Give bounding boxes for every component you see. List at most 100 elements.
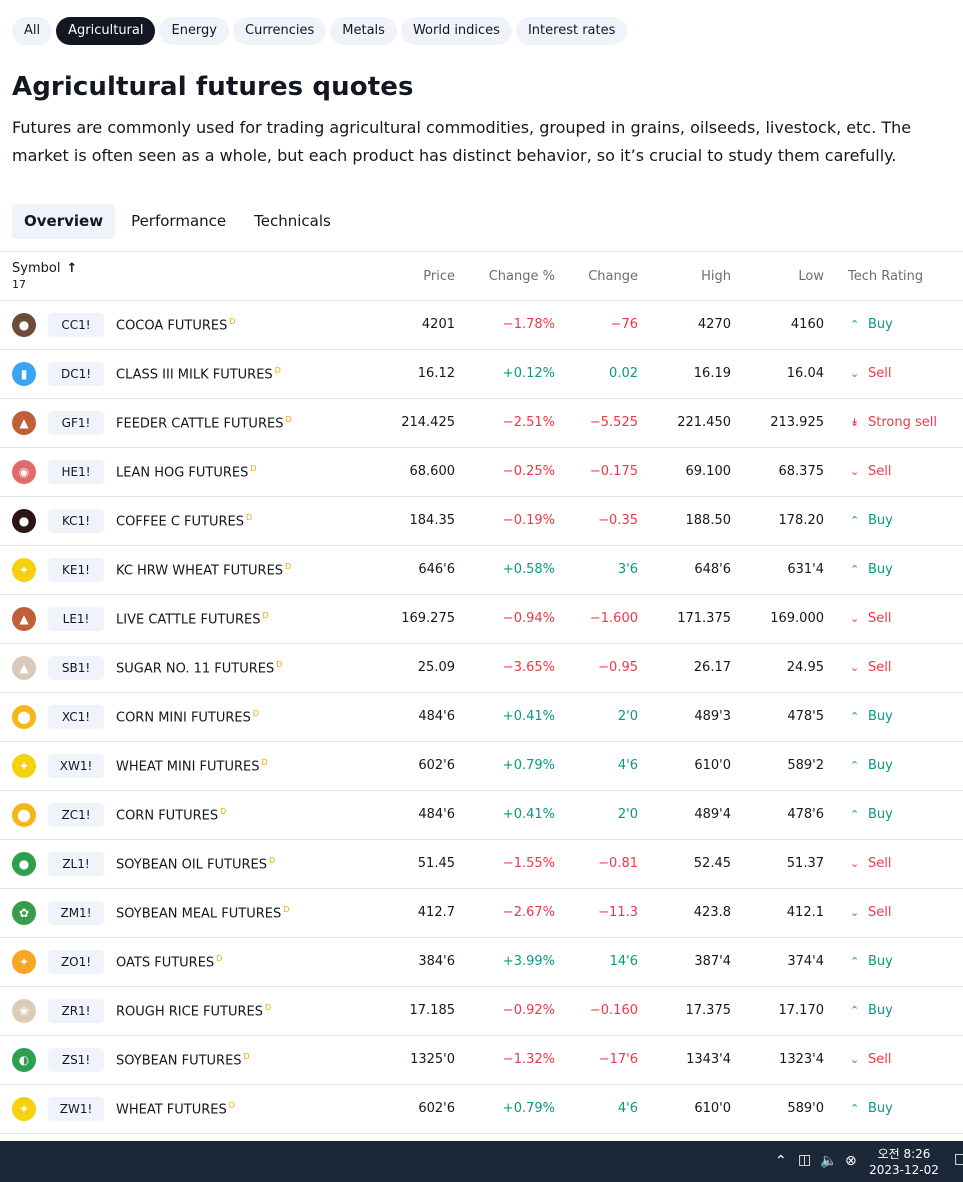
table-row[interactable]: ✦ ZO1! OATS FUTURES D 384'6 +3.99% 14'6 387'4 37… [0,938,963,987]
instrument-name[interactable]: SUGAR NO. 11 FUTURES D [116,660,282,676]
clock-date[interactable]: 2023-12-02 [869,1163,939,1177]
change-value: −17'6 [598,1052,638,1067]
ticker-badge[interactable]: ZM1! [48,901,104,925]
instrument-name[interactable]: FEEDER CATTLE FUTURES D [116,415,292,431]
filter-pill-all[interactable]: All [12,17,53,45]
table-row[interactable]: ◐ ZS1! SOYBEAN FUTURES D 1325'0 −1.32% −17'6 13… [0,1036,963,1085]
table-row[interactable]: ▲ LE1! LIVE CATTLE FUTURES D 169.275 −0.94% −1… [0,595,963,644]
table-row[interactable]: ❀ ZR1! ROUGH RICE FUTURES D 17.185 −0.92% −0.1… [0,987,963,1036]
instrument-name[interactable]: WHEAT FUTURES D [116,1101,235,1117]
ticker-badge[interactable]: XW1! [48,754,104,778]
instrument-name[interactable]: OATS FUTURES D [116,954,222,970]
low-value: 213.925 [770,415,824,430]
filter-pill-agricultural[interactable]: Agricultural [56,17,156,45]
ticker-badge[interactable]: ZL1! [48,852,104,876]
table-row[interactable]: ▮ DC1! CLASS III MILK FUTURES D 16.12 +0.12% 0… [0,350,963,399]
instrument-name[interactable]: SOYBEAN MEAL FUTURES D [116,905,289,921]
filter-pill-world-indices[interactable]: World indices [400,17,512,45]
volume-icon[interactable]: 🔈 [820,1153,838,1169]
ticker-badge[interactable]: KE1! [48,558,104,582]
ticker-badge[interactable]: GF1! [48,411,104,435]
instrument-name[interactable]: SOYBEAN FUTURES D [116,1052,250,1068]
tab-overview[interactable]: Overview [12,204,116,239]
tech-rating: ⌃ Buy [850,709,893,724]
instrument-name[interactable]: WHEAT MINI FUTURES D [116,758,268,774]
filter-pill-metals[interactable]: Metals [330,17,397,45]
price-value: 646'6 [418,562,455,577]
price-column-header[interactable]: Price [423,269,455,284]
clock-time[interactable]: 오전 8:26 [877,1147,931,1161]
change-pct-value: +0.79% [502,758,555,773]
filter-pill-currencies[interactable]: Currencies [233,17,327,45]
delayed-badge: D [245,513,253,522]
high-value: 1343'4 [686,1052,731,1067]
table-row[interactable]: ▲ SB1! SUGAR NO. 11 FUTURES D 25.09 −3.65% −0.… [0,644,963,693]
ticker-badge[interactable]: LE1! [48,607,104,631]
ticker-badge[interactable]: DC1! [48,362,104,386]
table-row[interactable]: ● KC1! COFFEE C FUTURES D 184.35 −0.19% −0.35 1… [0,497,963,546]
network-icon[interactable]: ◫ [798,1152,812,1168]
table-row[interactable]: ⬤ XC1! CORN MINI FUTURES D 484'6 +0.41% 2'0 489… [0,693,963,742]
table-row[interactable]: ✦ KE1! KC HRW WHEAT FUTURES D 646'6 +0.58% 3'6… [0,546,963,595]
instrument-name[interactable]: ROUGH RICE FUTURES D [116,1003,271,1019]
close-circle-icon[interactable]: ⊗ [845,1153,857,1169]
price-value: 214.425 [401,415,455,430]
change-column-header[interactable]: Change [588,269,638,284]
ticker-badge[interactable]: ZW1! [48,1097,104,1121]
change-pct-value: +0.41% [502,807,555,822]
page-description: Futures are commonly used for trading ag… [12,118,912,165]
tab-performance[interactable]: Performance [131,212,227,230]
ticker-badge[interactable]: ZC1! [48,803,104,827]
chevron-down-icon: ⌄ [850,857,860,870]
notification-icon[interactable]: □ [954,1151,963,1167]
ticker-badge[interactable]: HE1! [48,460,104,484]
instrument-name[interactable]: COCOA FUTURES D [116,317,236,333]
high-column-header[interactable]: High [701,269,731,284]
ticker-badge[interactable]: KC1! [48,509,104,533]
ticker-badge[interactable]: ZS1! [48,1048,104,1072]
table-row[interactable]: ◉ HE1! LEAN HOG FUTURES D 68.600 −0.25% −0.175… [0,448,963,497]
table-row[interactable]: ✿ ZM1! SOYBEAN MEAL FUTURES D 412.7 −2.67% −11… [0,889,963,938]
instrument-name[interactable]: CLASS III MILK FUTURES D [116,366,281,382]
symbol-column-header[interactable]: Symbol ↑ [12,261,77,276]
table-row[interactable]: ● ZL1! SOYBEAN OIL FUTURES D 51.45 −1.55% −0.8… [0,840,963,889]
instrument-name[interactable]: COFFEE C FUTURES D [116,513,252,529]
instrument-name[interactable]: LEAN HOG FUTURES D [116,464,257,480]
filter-pill-interest-rates[interactable]: Interest rates [515,17,628,45]
tech-rating: ⌃ Buy [850,513,893,528]
ticker-badge[interactable]: ZO1! [48,950,104,974]
instrument-name[interactable]: SOYBEAN OIL FUTURES D [116,856,275,872]
change-pct-value: +0.41% [502,709,555,724]
ticker-badge[interactable]: CC1! [48,313,104,337]
tech-rating-column-header[interactable]: Tech Rating [848,269,924,284]
instrument-name[interactable]: LIVE CATTLE FUTURES D [116,611,269,627]
ticker-badge[interactable]: SB1! [48,656,104,680]
view-tabs: Overview Performance Technicals [12,204,343,239]
change-value: 14'6 [609,954,638,969]
change-pct-value: +0.58% [502,562,555,577]
change-pct-value: −2.51% [502,415,555,430]
chevron-up-icon: ⌃ [850,710,860,723]
change-pct-column-header[interactable]: Change % [488,269,555,284]
table-row[interactable]: ⬤ ZC1! CORN FUTURES D 484'6 +0.41% 2'0 489'4 478… [0,791,963,840]
chevron-up-icon[interactable]: ⌃ [775,1153,787,1169]
filter-pill-energy[interactable]: Energy [159,17,229,45]
ticker-badge[interactable]: XC1! [48,705,104,729]
low-column-header[interactable]: Low [798,269,824,284]
low-value: 4160 [790,317,824,332]
table-row[interactable]: ● CC1! COCOA FUTURES D 4201 −1.78% −76 4270 4160… [0,301,963,350]
table-row[interactable]: ✦ ZW1! WHEAT FUTURES D 602'6 +0.79% 4'6 610'0 58… [0,1085,963,1134]
tech-rating-label: Buy [868,954,893,969]
instrument-name[interactable]: KC HRW WHEAT FUTURES D [116,562,291,578]
instrument-name-label: COFFEE C FUTURES [116,514,244,530]
tech-rating-label: Buy [868,807,893,822]
table-row[interactable]: ✦ XW1! WHEAT MINI FUTURES D 602'6 +0.79% 4'6 61… [0,742,963,791]
ticker-badge[interactable]: ZR1! [48,999,104,1023]
instrument-name[interactable]: CORN MINI FUTURES D [116,709,259,725]
instrument-name[interactable]: CORN FUTURES D [116,807,226,823]
table-row[interactable]: ▲ GF1! FEEDER CATTLE FUTURES D 214.425 −2.51%… [0,399,963,448]
tech-rating-label: Buy [868,562,893,577]
tab-technicals[interactable]: Technicals [254,212,331,230]
page-title: Agricultural futures quotes [12,72,414,102]
sort-ascending-icon[interactable]: ↑ [66,261,78,276]
